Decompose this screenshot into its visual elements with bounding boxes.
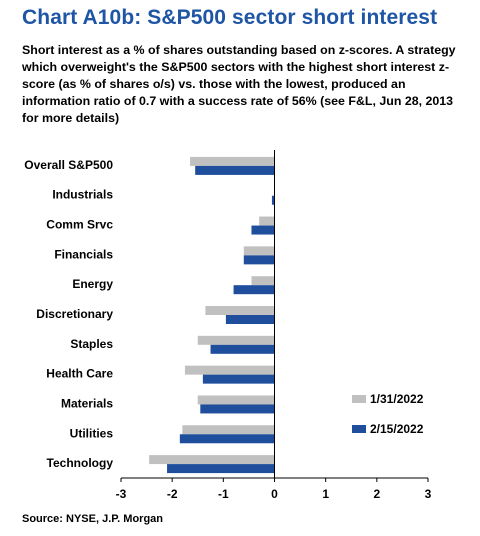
bar-feb15-financials [243,255,275,265]
category-label: Energy [72,277,113,291]
bar-jan31-health-care [184,365,275,375]
bar-jan31-discretionary [205,306,275,315]
bar-jan31-staples [197,335,275,345]
chart-title: Chart A10b: S&P500 sector short interest [22,6,438,29]
bar-feb15-staples [210,344,275,354]
legend-label-1: 1/31/2022 [370,392,424,406]
x-tick-label: -3 [116,487,127,501]
bar-jan31-energy [251,276,275,286]
bar-jan31-overall-s-p500 [190,156,275,166]
bar-feb15-discretionary [225,315,275,324]
category-label: Materials [61,396,113,410]
bar-jan31-technology [149,455,275,465]
category-label: Utilities [70,426,114,440]
bar-feb15-industrials [271,195,275,205]
bar-feb15-comm-srvc [251,225,275,235]
bar-feb15-technology [167,464,275,474]
bar-jan31-financials [243,246,275,256]
bar-feb15-health-care [202,374,275,384]
category-label: Industrials [52,188,113,202]
category-label: Staples [70,337,113,351]
legend-label-2: 2/15/2022 [370,422,424,436]
category-label: Overall S&P500 [24,158,113,172]
legend: 1/31/2022 2/15/2022 [352,392,424,436]
source-note: Source: NYSE, J.P. Morgan [22,513,164,525]
legend-swatch-2 [352,425,366,433]
category-label: Health Care [46,367,113,381]
bars-group [149,156,275,474]
bar-jan31-comm-srvc [259,216,275,226]
chart-subtitle: Short interest as a % of shares outstand… [22,43,456,125]
bar-jan31-utilities [182,425,275,435]
category-label: Discretionary [36,307,113,321]
category-labels-group: Overall S&P500 Industrials Comm Srvc Financ… [24,158,113,470]
bar-feb15-energy [233,285,275,295]
x-tick-label: 2 [373,487,380,501]
legend-swatch-1 [352,395,366,403]
x-tick-label: -1 [218,487,229,501]
bar-jan31-materials [197,395,275,405]
x-tick-label: 1 [322,487,329,501]
bar-feb15-overall-s-p500 [195,165,275,175]
x-ticks-group: -3 -2 -1 0 1 2 3 [116,478,432,501]
category-label: Technology [47,456,114,470]
x-tick-label: 0 [271,487,278,501]
category-label: Financials [54,247,113,261]
bar-feb15-materials [200,404,275,414]
category-label: Comm Srvc [46,218,113,232]
x-tick-label: 3 [425,487,432,501]
x-tick-label: -2 [167,487,178,501]
bar-feb15-utilities [179,434,275,444]
